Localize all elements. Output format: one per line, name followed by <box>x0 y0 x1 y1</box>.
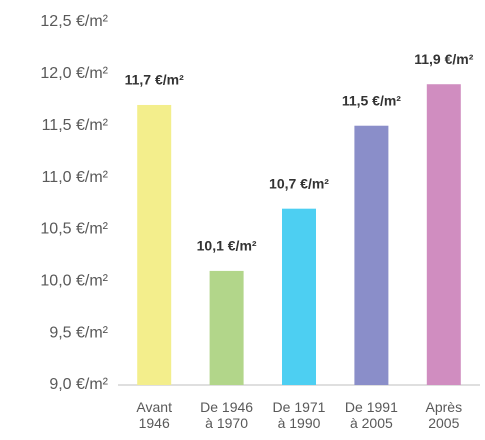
bar <box>137 104 172 385</box>
y-tick-label: 11,5 €/m² <box>42 117 109 134</box>
bar <box>354 125 389 385</box>
x-tick-label: Avant 1946 <box>136 399 172 431</box>
value-label: 10,7 €/m² <box>269 175 329 191</box>
y-tick-label: 10,5 €/m² <box>40 221 108 238</box>
value-label: 11,9 €/m² <box>414 51 473 67</box>
bar <box>209 270 244 385</box>
bar <box>282 208 316 385</box>
x-tick-label: De 1971 à 1990 <box>272 399 326 431</box>
y-tick-label: 10,0 €/m² <box>40 273 108 290</box>
bar <box>426 84 461 385</box>
y-tick-label: 12,5 €/m² <box>40 13 108 30</box>
y-tick-label: 11,0 €/m² <box>42 169 109 186</box>
value-label: 11,7 €/m² <box>125 72 184 88</box>
y-tick-label: 12,0 €/m² <box>40 65 108 82</box>
y-tick-label: 9,5 €/m² <box>49 324 108 341</box>
x-tick-label: De 1946 à 1970 <box>200 399 254 431</box>
x-tick-label: Après 2005 <box>425 399 463 431</box>
value-label: 11,5 €/m² <box>342 92 401 108</box>
y-tick-label: 9,0 €/m² <box>49 376 108 393</box>
x-tick-label: De 1991 à 2005 <box>344 399 398 431</box>
value-label: 10,1 €/m² <box>197 238 257 254</box>
